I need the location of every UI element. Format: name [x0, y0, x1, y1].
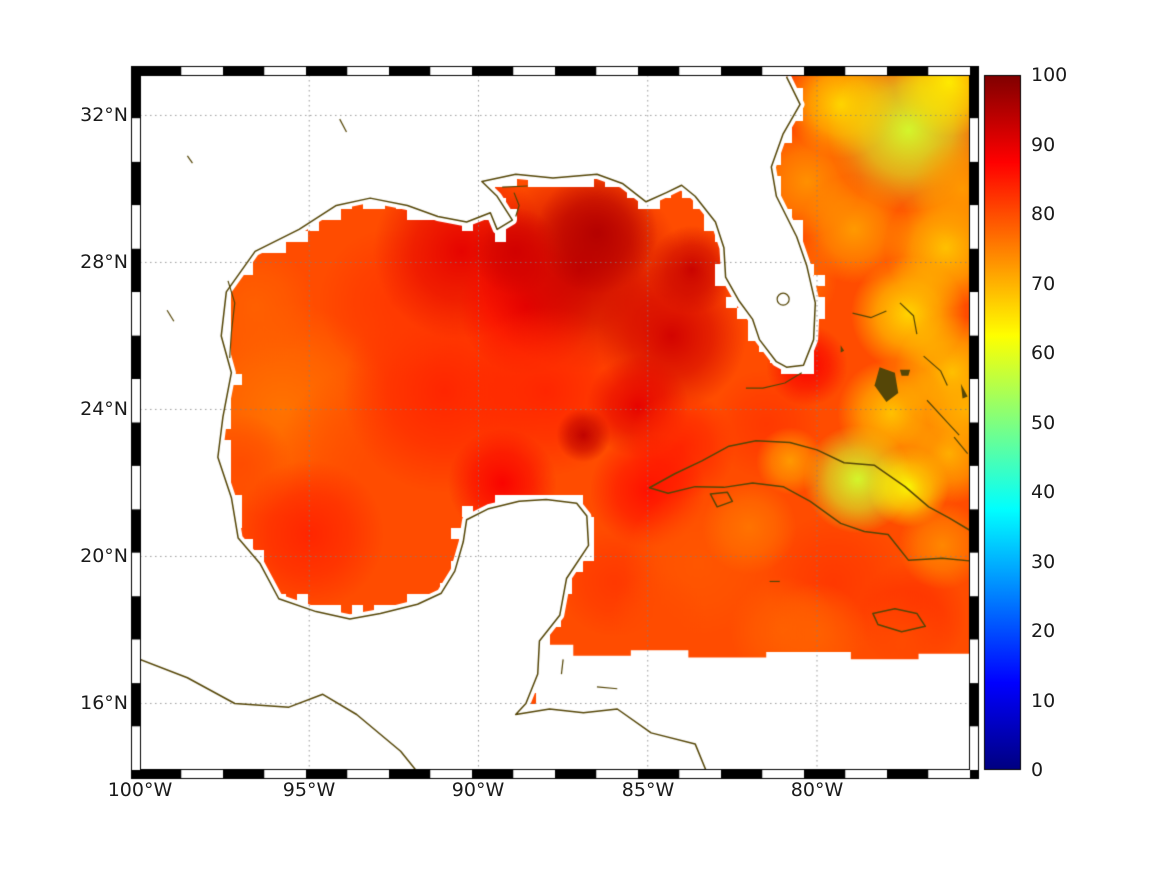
- colorbar-label-0: 0: [1031, 759, 1044, 781]
- colorbar-label-100: 100: [1031, 64, 1068, 86]
- colorbar-label-10: 10: [1031, 690, 1056, 712]
- colorbar-label-40: 40: [1031, 481, 1056, 503]
- colorbar-label-70: 70: [1031, 273, 1056, 295]
- colorbar-label-60: 60: [1031, 342, 1056, 364]
- y-tick-label-16n: 16°N: [80, 692, 128, 714]
- x-tick-label-95w: 95°W: [282, 779, 336, 801]
- colorbar-label-90: 90: [1031, 134, 1056, 156]
- x-tick-label-80w: 80°W: [790, 779, 844, 801]
- colorbar-label-80: 80: [1031, 203, 1056, 225]
- y-tick-label-32n: 32°N: [80, 104, 128, 126]
- x-tick-label-85w: 85°W: [621, 779, 675, 801]
- colorbar-label-30: 30: [1031, 551, 1056, 573]
- y-tick-label-28n: 28°N: [80, 251, 128, 273]
- y-tick-label-20n: 20°N: [80, 545, 128, 567]
- y-tick-label-24n: 24°N: [80, 398, 128, 420]
- x-tick-label-100w: 100°W: [107, 779, 173, 801]
- x-tick-label-90w: 90°W: [451, 779, 505, 801]
- colorbar-label-50: 50: [1031, 412, 1056, 434]
- colorbar-label-20: 20: [1031, 620, 1056, 642]
